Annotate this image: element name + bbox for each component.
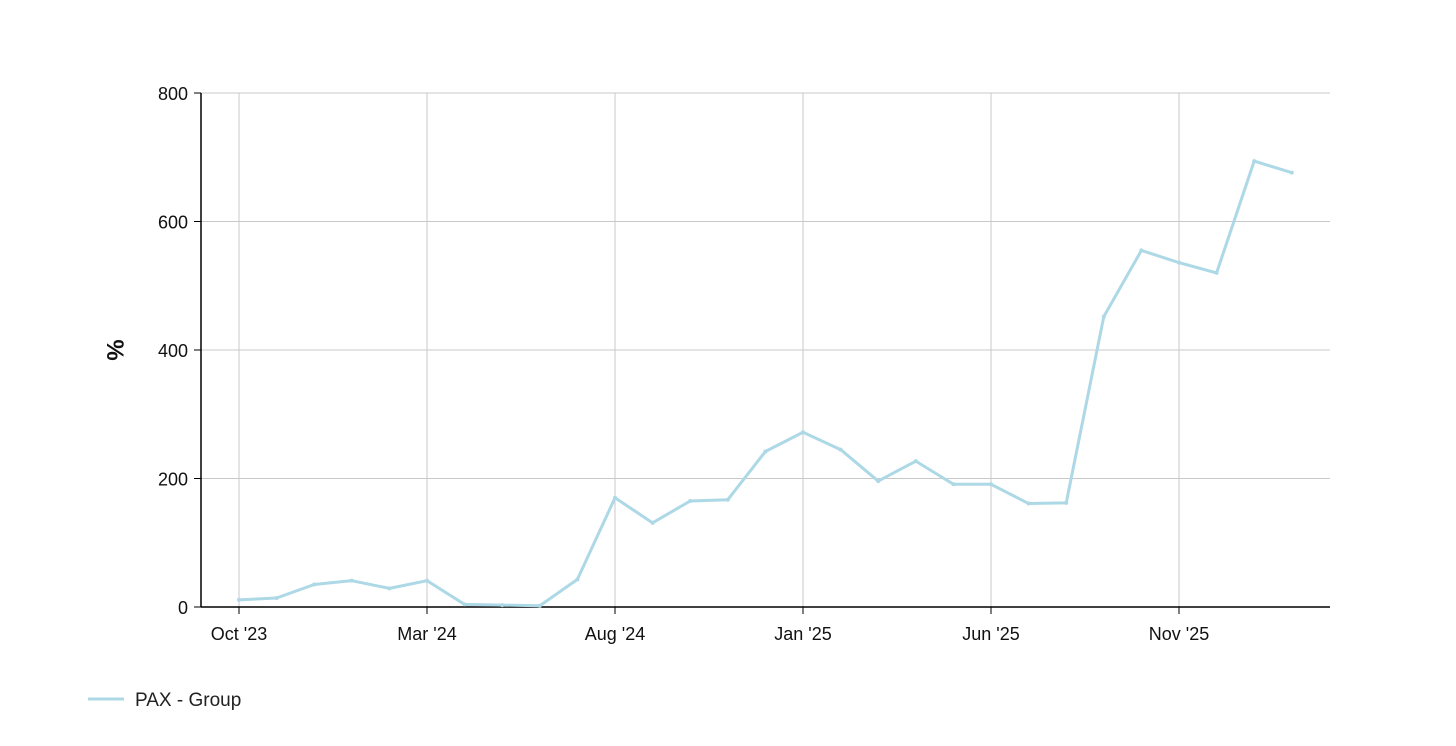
data-point bbox=[575, 577, 580, 582]
series-line-0 bbox=[237, 159, 1294, 608]
y-tick-label: 0 bbox=[178, 598, 188, 618]
data-point bbox=[951, 482, 956, 487]
data-point bbox=[613, 495, 617, 500]
data-point bbox=[763, 449, 768, 454]
data-point bbox=[1289, 170, 1294, 175]
data-point bbox=[537, 603, 542, 608]
data-point bbox=[1064, 500, 1069, 505]
data-point bbox=[1101, 314, 1106, 319]
legend-label: PAX - Group bbox=[135, 690, 241, 711]
y-axis-title: % bbox=[101, 339, 128, 360]
data-point bbox=[312, 582, 317, 587]
data-point bbox=[989, 482, 993, 487]
data-point bbox=[349, 578, 354, 583]
x-tick-label: Aug '24 bbox=[585, 624, 646, 644]
data-point bbox=[725, 497, 730, 502]
data-point bbox=[237, 597, 241, 602]
data-point bbox=[1177, 260, 1181, 265]
data-point bbox=[274, 596, 279, 601]
data-point bbox=[425, 578, 429, 583]
x-tick-label: Nov '25 bbox=[1149, 624, 1209, 644]
x-tick-label: Mar '24 bbox=[397, 624, 456, 644]
y-tick-label: 800 bbox=[158, 84, 188, 104]
y-tick-label: 200 bbox=[158, 470, 188, 490]
x-tick-label: Jun '25 bbox=[962, 624, 1019, 644]
x-tick-label: Jan '25 bbox=[774, 624, 831, 644]
data-point bbox=[1026, 501, 1031, 506]
data-point bbox=[801, 430, 805, 435]
data-point bbox=[1139, 248, 1144, 253]
data-point bbox=[500, 603, 505, 608]
data-point bbox=[387, 586, 392, 591]
data-point bbox=[913, 459, 918, 464]
y-tick-label: 600 bbox=[158, 213, 188, 233]
data-point bbox=[688, 498, 693, 503]
x-tick-label: Oct '23 bbox=[211, 624, 267, 644]
y-tick-label: 400 bbox=[158, 341, 188, 361]
data-point bbox=[650, 520, 655, 525]
data-point bbox=[876, 479, 881, 484]
data-point bbox=[1214, 270, 1219, 275]
data-point bbox=[838, 447, 843, 452]
data-point bbox=[1252, 159, 1257, 164]
data-point bbox=[462, 602, 467, 607]
